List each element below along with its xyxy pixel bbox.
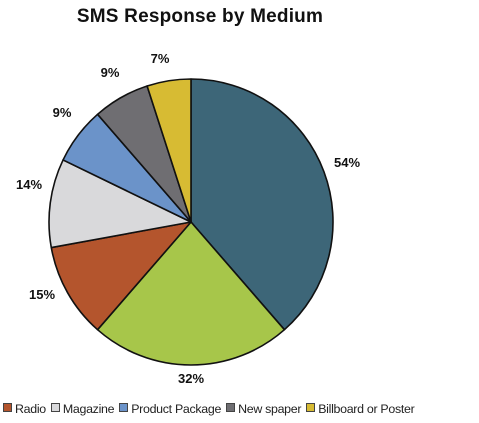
- slice-value-label: 9%: [53, 105, 72, 120]
- pie-slice: [96, 221, 286, 366]
- legend-label: Billboard or Poster: [318, 402, 415, 416]
- chart-legend: Radio Magazine Product Package New spaper Bi…: [0, 402, 479, 420]
- legend-swatch: [3, 403, 12, 412]
- legend-item: Radio: [3, 402, 46, 416]
- pie-slice: [190, 78, 334, 331]
- legend-swatch: [306, 403, 316, 412]
- legend-swatch: [50, 403, 60, 412]
- slice-value-label: 14%: [16, 177, 42, 192]
- slice-value-label: 32%: [178, 371, 204, 386]
- legend-swatch: [226, 403, 236, 412]
- legend-label: New spaper: [238, 402, 302, 416]
- slice-value-label: 54%: [334, 155, 360, 170]
- legend-label: Radio: [15, 402, 46, 416]
- legend-label: Magazine: [62, 402, 115, 416]
- pie-slice: [48, 159, 192, 249]
- slice-value-label: 9%: [101, 65, 120, 80]
- slice-value-label: 7%: [151, 51, 170, 66]
- pie-slice: [146, 78, 192, 223]
- legend-item: Product Package: [119, 402, 221, 416]
- legend-swatch: [119, 403, 129, 412]
- legend-label: Product Package: [131, 402, 222, 416]
- legend-item: Magazine: [50, 402, 115, 416]
- pie-slice: [50, 221, 192, 331]
- chart-title: SMS Response by Medium: [76, 6, 324, 27]
- slice-value-label: 15%: [29, 287, 55, 302]
- legend-item: Billboard or Poster: [306, 402, 415, 416]
- legend-item: New spaper: [226, 402, 302, 416]
